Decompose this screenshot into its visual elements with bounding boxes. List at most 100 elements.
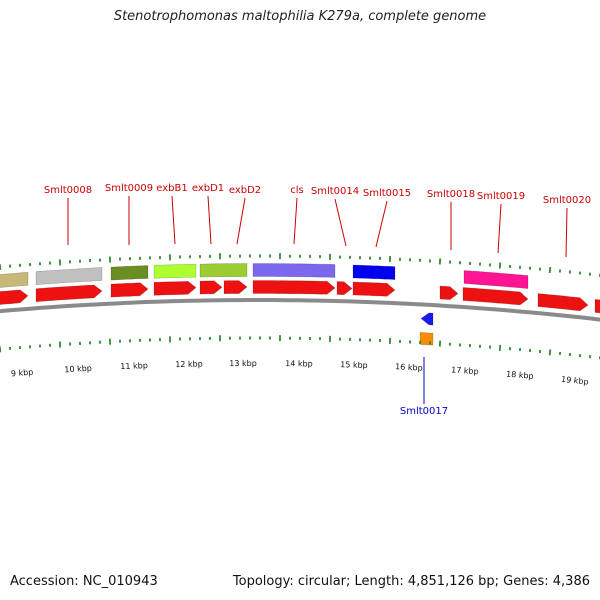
tick-mark-top — [508, 264, 512, 268]
accession-text: Accession: NC_010943 — [10, 574, 158, 589]
tick-mark-bottom — [249, 336, 251, 340]
tick-mark-top — [139, 256, 141, 260]
tick-mark-top — [229, 254, 231, 258]
tick-mark-top — [189, 255, 191, 259]
cds-arrow — [439, 285, 459, 300]
tick-mark-top — [339, 255, 341, 259]
gene-label-leader — [293, 197, 298, 245]
cog-block — [0, 271, 29, 288]
tick-mark-bottom — [528, 348, 532, 353]
tick-mark-top — [379, 256, 381, 260]
tick-mark-top — [578, 271, 582, 275]
gene-label-leader — [565, 207, 568, 258]
tick-mark-bottom — [409, 340, 411, 344]
tick-mark-bottom — [89, 341, 91, 345]
tick-mark-bottom — [419, 340, 421, 344]
tick-mark-bottom — [38, 344, 42, 348]
gene-label: Smlt0018 — [427, 189, 475, 200]
cds-arrow — [35, 284, 103, 303]
cds-arrow — [223, 280, 248, 295]
tick-mark-bottom — [179, 337, 181, 341]
tick-mark-top — [239, 254, 241, 258]
tick-mark-bottom — [199, 337, 201, 341]
reverse-cds-arrow — [420, 312, 434, 326]
rna-block — [419, 332, 434, 346]
tick-mark-top — [468, 261, 472, 265]
cds-arrow — [352, 281, 396, 297]
tick-mark-bottom — [189, 337, 191, 341]
cds-arrow — [153, 280, 197, 296]
scale-label: 14 kbp — [285, 359, 313, 368]
tick-mark-bottom — [219, 335, 221, 342]
tick-mark-top — [409, 258, 411, 262]
scale-label: 15 kbp — [340, 360, 368, 370]
tick-mark-bottom — [299, 336, 301, 340]
tick-mark-bottom — [159, 338, 161, 342]
tick-mark-bottom — [578, 354, 582, 358]
tick-mark-top — [159, 256, 161, 260]
tick-mark-bottom — [548, 349, 552, 356]
tick-mark-bottom — [79, 341, 81, 345]
tick-mark-top — [28, 263, 32, 267]
tick-mark-bottom — [239, 336, 241, 340]
scale-label: 11 kbp — [120, 361, 148, 371]
tick-mark-top — [18, 263, 22, 267]
cds-arrow — [199, 280, 223, 295]
tick-mark-bottom — [359, 338, 361, 342]
gene-label: cls — [290, 185, 304, 196]
cog-feature-track — [0, 263, 529, 289]
tick-mark-top — [419, 258, 421, 262]
gene-label-leader — [375, 200, 388, 248]
tick-mark-bottom — [129, 339, 131, 343]
tick-mark-bottom — [8, 346, 12, 350]
tick-mark-top — [249, 254, 251, 258]
tick-mark-top — [548, 266, 552, 274]
scale-label: 16 kbp — [395, 362, 423, 372]
tick-mark-top — [108, 256, 112, 263]
tick-mark-top — [518, 265, 522, 269]
gene-label-leader — [236, 197, 246, 245]
tick-mark-bottom — [99, 340, 101, 344]
tick-mark-bottom — [149, 338, 151, 342]
tick-mark-top — [129, 257, 131, 261]
tick-mark-bottom — [139, 338, 141, 342]
scale-label: 10 kbp — [64, 364, 92, 375]
tick-track-top — [0, 253, 600, 277]
tick-mark-top — [58, 259, 62, 266]
tick-mark-bottom — [399, 339, 401, 343]
tick-mark-top — [369, 256, 371, 260]
cds-arrow — [594, 299, 600, 314]
tick-mark-bottom — [538, 349, 542, 354]
tick-mark-top — [429, 259, 431, 263]
tick-mark-bottom — [48, 343, 52, 347]
tick-mark-top — [79, 259, 81, 263]
tick-mark-bottom — [69, 342, 71, 346]
tick-mark-top — [179, 255, 181, 259]
tick-mark-top — [568, 270, 572, 274]
gene-label-leader — [334, 198, 347, 247]
tick-mark-top — [209, 254, 211, 258]
scale-label: 18 kbp — [506, 369, 534, 380]
tick-mark-bottom — [58, 341, 62, 348]
cog-block — [252, 263, 336, 278]
tick-mark-top — [69, 260, 71, 264]
reverse-feature-track — [419, 312, 434, 346]
tick-mark-bottom — [119, 339, 121, 343]
scale-label: 12 kbp — [175, 359, 203, 369]
tick-mark-top — [558, 269, 562, 273]
tick-mark-bottom — [518, 348, 522, 352]
cog-block — [199, 263, 248, 278]
gene-label: exbB1 — [156, 183, 187, 194]
tick-mark-bottom — [468, 344, 472, 348]
cog-block — [153, 263, 197, 279]
tick-mark-top — [8, 264, 12, 268]
tick-mark-top — [399, 257, 401, 261]
gene-label-leader — [207, 195, 212, 245]
tick-mark-bottom — [508, 347, 512, 351]
tick-mark-bottom — [309, 336, 311, 341]
cds-arrow — [252, 280, 336, 295]
tick-mark-top — [309, 254, 311, 258]
tick-mark-top — [299, 254, 301, 258]
scale-label: 17 kbp — [451, 365, 479, 376]
tick-track-bottom — [0, 335, 600, 360]
